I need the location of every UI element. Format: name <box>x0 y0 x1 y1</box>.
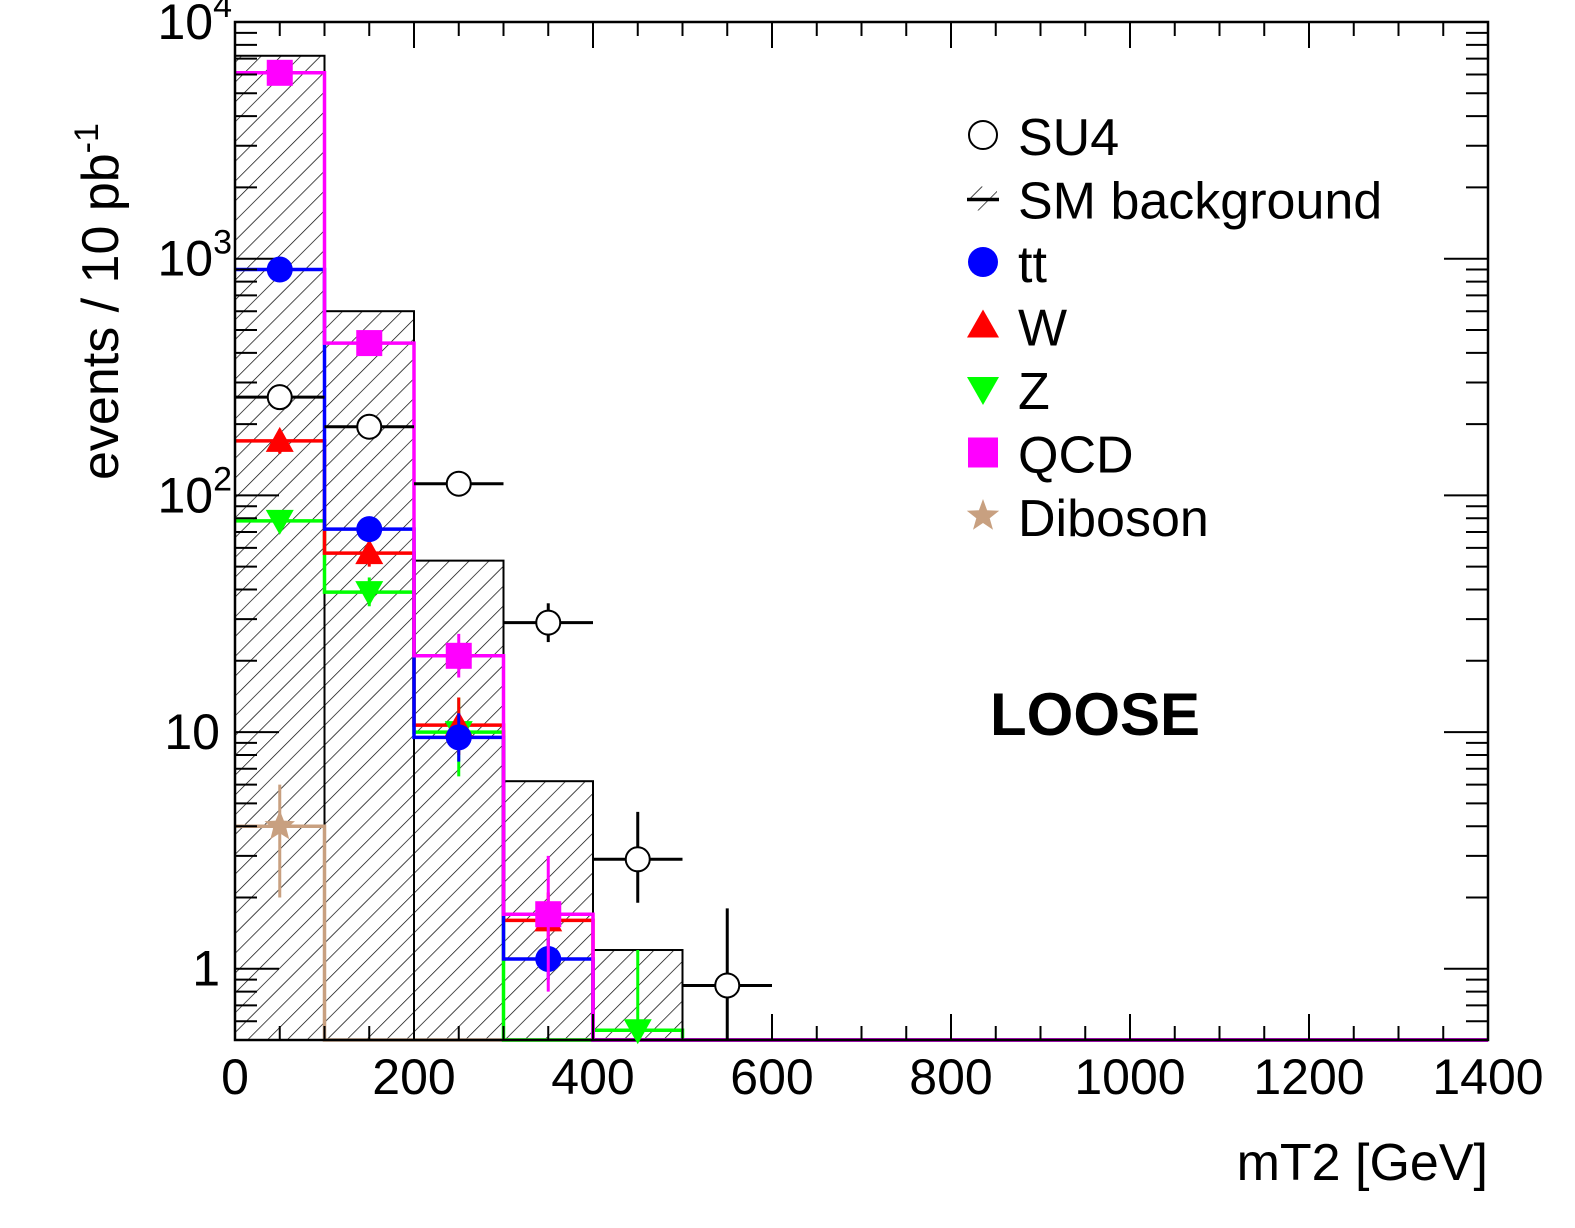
su4-marker <box>624 846 651 873</box>
y-axis-title-text: events / 10 pb <box>72 153 130 480</box>
x-tick-label: 200 <box>372 1049 455 1105</box>
w-marker <box>265 426 294 452</box>
su4-marker <box>356 413 383 440</box>
legend-tt-marker <box>968 247 998 277</box>
w-marker <box>355 539 384 565</box>
legend-label-qcd: QCD <box>1018 427 1134 485</box>
z-marker <box>355 581 384 607</box>
tt-marker <box>356 516 383 543</box>
su4-marker <box>445 470 472 497</box>
su4-marker <box>714 972 741 999</box>
legend-label-w: W <box>1018 300 1067 358</box>
x-tick-label: 1200 <box>1253 1049 1364 1105</box>
y-tick-label: 10 <box>164 704 220 760</box>
legend-qcd-marker <box>968 437 998 468</box>
x-tick-label: 0 <box>221 1049 249 1105</box>
y-tick-label: 102 <box>157 460 232 523</box>
legend-label-tt: tt <box>1018 236 1047 294</box>
data-points-layer <box>235 59 772 1045</box>
legend-w-marker <box>967 309 999 338</box>
legend-su4-marker <box>968 120 998 150</box>
annotation-loose: LOOSE <box>990 681 1200 748</box>
x-tick-label: 600 <box>730 1049 813 1105</box>
x-tick-label: 400 <box>551 1049 634 1105</box>
tt-marker <box>266 256 293 283</box>
legend-label-sm: SM background <box>1018 173 1382 231</box>
y-tick-label: 103 <box>157 224 232 287</box>
su4-marker <box>266 384 293 411</box>
x-axis-title: mT2 [GeV] <box>1237 1134 1488 1192</box>
y-tick-label: 1 <box>192 941 220 997</box>
y-axis-tick-labels: 1 10 102 103 104 <box>157 0 232 997</box>
legend-label-z: Z <box>1018 363 1050 421</box>
y-axis-title: events / 10 pb-1 <box>68 123 130 480</box>
su4-marker <box>535 609 562 636</box>
y-tick-label: 104 <box>157 0 232 50</box>
qcd-marker <box>266 59 293 86</box>
x-axis-tick-labels: 0 200 400 600 800 1000 1200 1400 <box>221 1049 1544 1105</box>
legend-z-marker <box>967 377 999 405</box>
legend-diboson-marker <box>966 499 1000 530</box>
legend-label-diboson: Diboson <box>1018 490 1209 548</box>
sm-background-bar <box>413 559 505 1041</box>
plot-frame <box>233 20 1490 1042</box>
z-marker <box>623 1019 652 1045</box>
qcd-marker <box>356 330 383 357</box>
qcd-marker <box>535 901 562 928</box>
legend-label-su4: SU4 <box>1018 109 1119 167</box>
x-tick-label: 800 <box>909 1049 992 1105</box>
y-axis-title-superscript: -1 <box>68 123 106 153</box>
x-tick-label: 1400 <box>1432 1049 1543 1105</box>
z-marker <box>265 509 294 535</box>
tt-marker <box>445 724 472 751</box>
qcd-marker <box>445 642 472 669</box>
diboson-marker <box>264 810 295 840</box>
x-tick-label: 1000 <box>1074 1049 1185 1105</box>
